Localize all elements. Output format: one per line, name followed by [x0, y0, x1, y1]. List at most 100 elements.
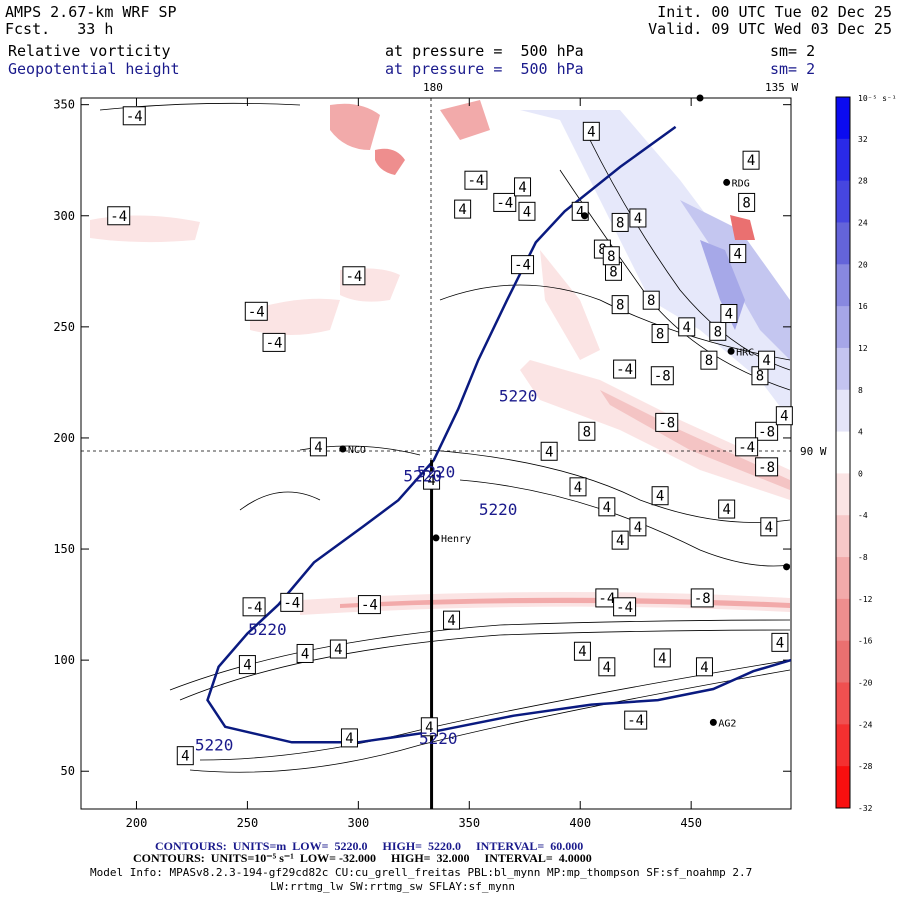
colorbar-tick-label: 20 — [858, 260, 868, 269]
colorbar-tick-label: -8 — [858, 553, 868, 562]
vorticity-label: -8 — [655, 412, 679, 432]
vorticity-label-text: 4 — [427, 473, 435, 489]
vorticity-label: 4 — [573, 641, 591, 661]
vorticity-label-text: -8 — [654, 369, 671, 385]
vorticity-label: -8 — [690, 588, 714, 608]
vorticity-label-box — [280, 592, 304, 612]
vorticity-label-text: 4 — [780, 409, 788, 425]
fcst-value: 33 h — [77, 20, 114, 38]
vorticity-label: 4 — [598, 497, 616, 517]
vorticity-label-box — [342, 266, 366, 286]
station-marker — [339, 445, 347, 453]
vorticity-label-box — [242, 597, 266, 617]
station-label: NCO — [348, 445, 366, 456]
vorticity-label-text: 4 — [658, 651, 666, 667]
vorticity-label: 4 — [454, 199, 472, 219]
vorticity-label-text: 4 — [722, 502, 730, 518]
vorticity-label: 4 — [629, 517, 647, 537]
vorticity-label-text: -4 — [496, 195, 513, 211]
vorticity-label-text: 8 — [647, 293, 655, 309]
vorticity-label: -8 — [755, 421, 779, 441]
vorticity-label-box — [493, 192, 517, 212]
y-tick-label: 150 — [53, 542, 75, 556]
vorticity-label: -4 — [613, 359, 637, 379]
vorticity-label-text: 4 — [576, 204, 584, 220]
vorticity-label: 4 — [238, 655, 256, 675]
colorbar-tick-label: 4 — [858, 428, 863, 437]
vorticity-label-text: 4 — [447, 613, 455, 629]
vorticity-label-text: 4 — [243, 658, 251, 674]
vorticity-label-box — [540, 441, 558, 461]
footer-vorticity-info: CONTOURS: UNITS=10⁻⁵ s⁻¹ LOW= -32.000 HI… — [133, 851, 592, 865]
vorticity-shading — [90, 100, 790, 615]
vorticity-label-box — [755, 457, 779, 477]
model-title: AMPS 2.67-km WRF SP — [5, 3, 177, 21]
y-tick-label: 100 — [53, 653, 75, 667]
vorticity-label-box — [729, 244, 747, 264]
vorticity-label-box — [613, 359, 637, 379]
vorticity-label-text: 4 — [334, 642, 342, 658]
vorticity-label: -4 — [262, 332, 286, 352]
vorticity-label: 4 — [629, 208, 647, 228]
vorticity-label-text: 4 — [578, 644, 586, 660]
vorticity-label-text: 8 — [607, 249, 615, 265]
vorticity-label-box — [578, 421, 596, 441]
station-marker — [581, 212, 589, 220]
vorticity-label: -4 — [122, 106, 146, 126]
vorticity-label-box — [642, 290, 660, 310]
vorticity-label-box — [296, 643, 314, 663]
colorbar-swatch — [836, 766, 850, 809]
footer-model-info: Model Info: MPASv8.2.3-194-gf29cd82c CU:… — [90, 866, 753, 879]
colorbar-tick-label: -16 — [858, 637, 873, 646]
vorticity-label: -4 — [595, 588, 619, 608]
vorticity-label: 4 — [420, 717, 438, 737]
vorticity-label: 4 — [760, 517, 778, 537]
vorticity-label: 4 — [742, 150, 760, 170]
vorticity-label: 8 — [602, 246, 620, 266]
vorticity-label-text: 4 — [725, 307, 733, 323]
vorticity-label-box — [420, 717, 438, 737]
vorticity-label: -4 — [493, 192, 517, 212]
vorticity-label-text: -8 — [658, 415, 675, 431]
vorticity-label-text: 8 — [656, 327, 664, 343]
vorticity-label: 8 — [605, 261, 622, 281]
colorbar-swatch — [836, 724, 850, 767]
vorticity-label-box — [624, 710, 648, 730]
vorticity-label-box — [653, 648, 671, 668]
vorticity-label-text: 4 — [425, 720, 433, 736]
colorbar-tick-label: 28 — [858, 177, 868, 186]
vorticity-label-box — [678, 317, 696, 337]
vorticity-label: 4 — [720, 304, 738, 324]
vorticity-label-box — [629, 517, 647, 537]
colorbar-tick-label: 8 — [858, 386, 863, 395]
station-marker — [696, 94, 704, 102]
vorticity-label-box — [582, 121, 600, 141]
init-time: Init. 00 UTC Tue 02 Dec 25 — [657, 3, 892, 21]
colorbar-swatch — [836, 347, 850, 391]
vorticity-label-box — [309, 437, 327, 457]
vorticity-label-box — [650, 366, 674, 386]
station-label: AG2 — [718, 718, 736, 729]
vorticity-label: -8 — [755, 457, 779, 477]
vorticity-label-box — [735, 437, 759, 457]
vorticity-label-text: -4 — [283, 595, 300, 611]
vorticity-label-text: -4 — [361, 598, 378, 614]
stations: NCO Henry AG2 HRC RDG — [339, 94, 791, 729]
vorticity-label: 4 — [611, 530, 629, 550]
colorbar-swatch — [836, 264, 850, 307]
vorticity-label: 4 — [329, 639, 347, 659]
vorticity-label-text: -4 — [110, 209, 127, 225]
fcst-label: Fcst. — [5, 20, 51, 38]
vorticity-label-box — [176, 746, 194, 766]
vorticity-label-text: 4 — [523, 204, 531, 220]
vorticity-label: 4 — [651, 486, 669, 506]
colorbar-swatch — [836, 306, 850, 349]
vorticity-label-box — [771, 632, 789, 652]
vorticity-label-box — [611, 212, 629, 232]
x-tick-label: 300 — [348, 816, 370, 830]
footer-radiation-info: LW:rrtmg_lw SW:rrtmg_sw SFLAY:sf_mynn — [270, 880, 516, 893]
vorticity-label-box — [244, 301, 268, 321]
lon-90w-label: 90 W — [800, 445, 827, 458]
vorticity-label-text: 8 — [616, 298, 624, 314]
